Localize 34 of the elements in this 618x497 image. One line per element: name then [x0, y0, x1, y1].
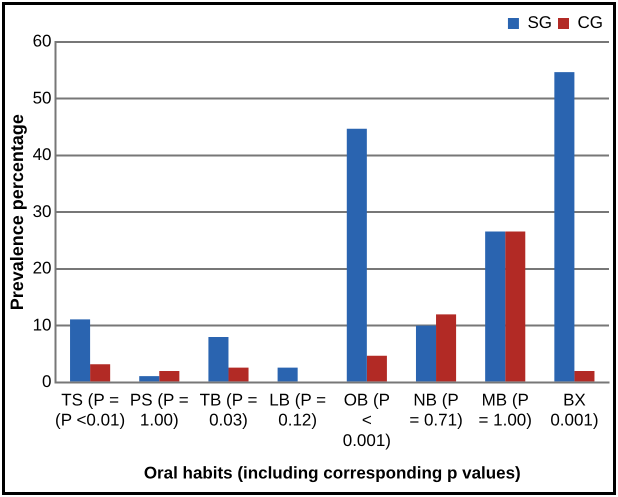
bar	[574, 371, 594, 382]
bar	[436, 314, 456, 382]
bar	[208, 337, 228, 382]
x-tick-label: OB (P < 0.001)	[342, 390, 391, 450]
y-tick-label: 30	[32, 202, 52, 221]
y-tick-label: 40	[32, 145, 52, 164]
y-tick-label: 50	[32, 88, 52, 108]
bar	[554, 72, 574, 382]
x-tick-label: LB (P = 0.12)	[269, 390, 326, 430]
x-tick-label: BX 0.001)	[550, 390, 599, 430]
x-tick-label: TB (P = 0.03)	[200, 390, 258, 430]
legend-label: CG	[578, 13, 603, 32]
bar	[505, 231, 526, 382]
x-tick-label: PS (P = 1.00)	[130, 390, 189, 430]
bar	[70, 319, 90, 382]
y-axis-title: Prevalence percentage	[6, 114, 27, 310]
x-tick-label: NB (P = 0.71)	[409, 390, 463, 430]
y-tick-label: 60	[32, 32, 52, 51]
bar	[485, 231, 506, 382]
bar	[416, 326, 436, 382]
y-tick-label: 0	[42, 372, 52, 392]
bar	[366, 356, 387, 382]
x-axis-title: Oral habits (including corresponding p values)	[144, 463, 521, 482]
bar	[90, 364, 110, 382]
y-tick-label: 20	[32, 258, 52, 278]
bar	[228, 368, 249, 382]
legend-label: SG	[527, 13, 552, 32]
x-tick-label: TS (P = (P <0.01)	[55, 390, 126, 430]
bar	[278, 368, 298, 382]
x-tick-label: MB (P = 1.00)	[478, 390, 532, 430]
bar	[159, 371, 180, 382]
bar	[346, 128, 367, 382]
bar	[139, 376, 160, 382]
y-tick-label: 10	[32, 315, 52, 334]
